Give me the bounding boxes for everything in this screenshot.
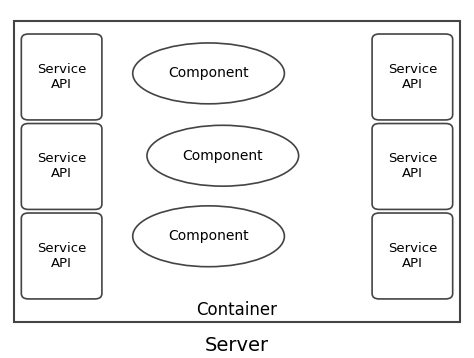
Text: Component: Component xyxy=(182,149,263,163)
FancyBboxPatch shape xyxy=(372,124,453,209)
Text: Service
API: Service API xyxy=(388,63,437,91)
Text: Service
API: Service API xyxy=(37,242,86,270)
Text: Service
API: Service API xyxy=(37,153,86,180)
Text: Server: Server xyxy=(205,336,269,355)
Text: Service
API: Service API xyxy=(388,242,437,270)
FancyBboxPatch shape xyxy=(21,34,102,120)
Ellipse shape xyxy=(133,206,284,267)
Text: Component: Component xyxy=(168,229,249,243)
Ellipse shape xyxy=(133,43,284,104)
Ellipse shape xyxy=(147,125,299,186)
FancyBboxPatch shape xyxy=(372,34,453,120)
FancyBboxPatch shape xyxy=(21,124,102,209)
Text: Service
API: Service API xyxy=(388,153,437,180)
Text: Component: Component xyxy=(168,66,249,81)
FancyBboxPatch shape xyxy=(14,21,460,322)
FancyBboxPatch shape xyxy=(372,213,453,299)
Text: Service
API: Service API xyxy=(37,63,86,91)
Text: Container: Container xyxy=(197,301,277,319)
FancyBboxPatch shape xyxy=(21,213,102,299)
